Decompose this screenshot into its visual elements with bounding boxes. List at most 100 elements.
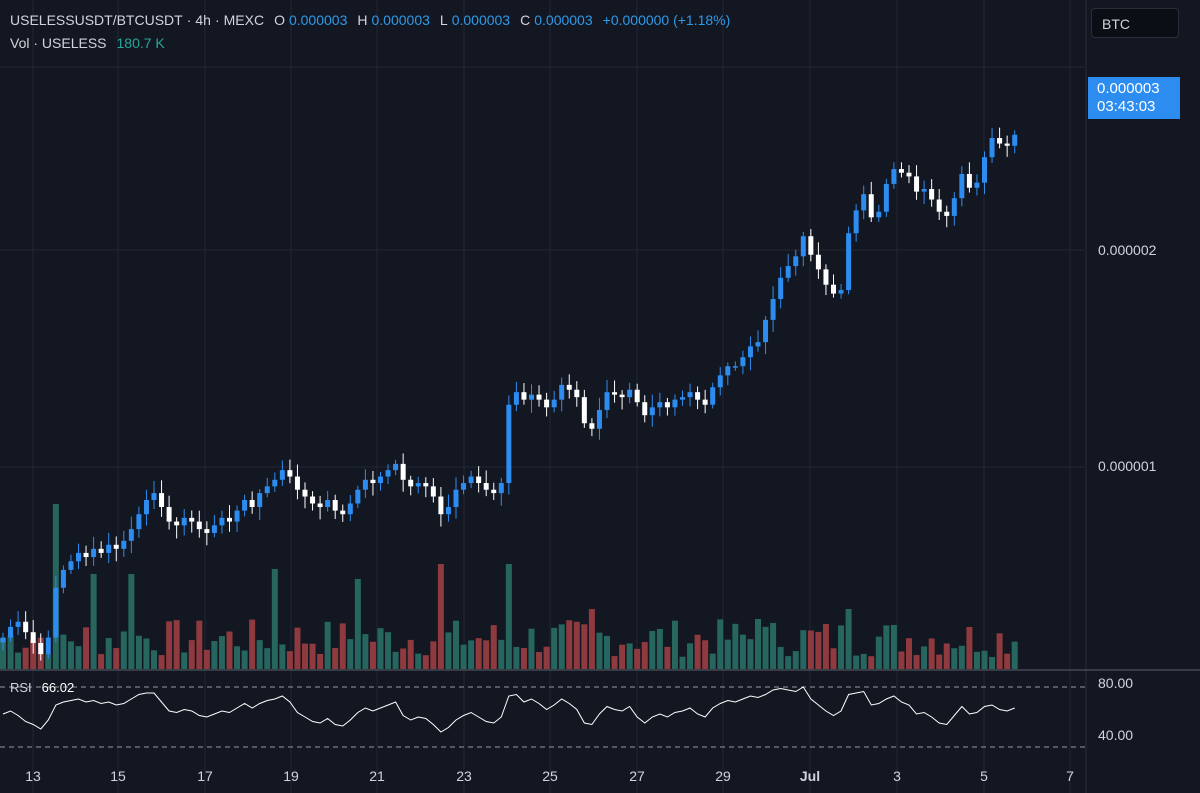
candle-body [476, 476, 482, 484]
candle-body [982, 157, 987, 183]
volume-bar [845, 609, 852, 669]
volume-bar [928, 638, 935, 669]
volume-bar [875, 636, 882, 669]
bar-countdown: 03:43:03 [1097, 98, 1156, 115]
candle-body [966, 173, 972, 188]
candle-body [612, 392, 618, 395]
volume-bar [860, 653, 867, 669]
candle-body [53, 587, 59, 638]
volume-bar [143, 638, 150, 669]
candle-body [249, 499, 255, 508]
candle-body [15, 621, 21, 627]
candle-body [755, 342, 761, 347]
volume-bar [664, 646, 671, 669]
candle-body [408, 479, 414, 487]
time-tick-label: 19 [283, 768, 299, 784]
candle-body [287, 470, 293, 477]
candle-body [438, 496, 444, 515]
candle-body [921, 189, 927, 192]
symbol-name[interactable]: USELESSUSDT/BTCUSDT [10, 12, 183, 28]
volume-bar [385, 632, 392, 669]
currency-button[interactable]: BTC [1091, 8, 1179, 38]
candle-body [242, 499, 248, 511]
volume-bar [249, 619, 256, 669]
candle-body [8, 626, 14, 638]
volume-bar [0, 638, 6, 669]
candle-body [151, 493, 157, 500]
volume-bars [0, 504, 1018, 669]
volume-bar [392, 651, 399, 669]
volume-bar [777, 646, 784, 669]
price-tick-label: 0.000002 [1098, 242, 1157, 258]
low-value: 0.000003 [451, 12, 511, 28]
price-tick-label: 0.000001 [1098, 458, 1157, 474]
volume-bar [966, 626, 973, 669]
candle-body [589, 423, 595, 429]
candle-body [680, 397, 685, 400]
candle-body [929, 189, 935, 200]
candle-body [619, 394, 625, 398]
candle-body [355, 489, 361, 504]
candle-body [604, 392, 610, 410]
candle-body [702, 399, 708, 405]
volume-bar [75, 646, 82, 669]
candle-body [778, 277, 784, 300]
candle-body [710, 387, 716, 405]
volume-bar [822, 623, 829, 669]
rsi-name[interactable]: RSI [10, 680, 32, 695]
candle-body [340, 510, 346, 515]
candle-body [846, 233, 852, 291]
candle-body [91, 548, 97, 558]
volume-bar [709, 653, 716, 669]
candle-body [38, 642, 44, 655]
candle-body [196, 521, 202, 530]
volume-bar [724, 639, 731, 669]
candle-body [695, 392, 701, 400]
candle-body [491, 489, 497, 494]
time-tick-label: 7 [1066, 768, 1074, 784]
volume-bar [611, 656, 618, 669]
volume-bar [317, 653, 324, 669]
volume-bar [211, 641, 218, 669]
volume-bar [264, 648, 271, 669]
interval-label[interactable]: 4h [195, 12, 211, 28]
volume-bar [135, 635, 142, 669]
volume-bar [241, 650, 248, 669]
candle-body [332, 499, 338, 511]
volume-bar [973, 651, 980, 669]
candle-body [544, 399, 550, 408]
volume-bar [581, 624, 588, 669]
candle-body [891, 169, 897, 184]
volume-bar [936, 654, 943, 669]
volume-bar [453, 620, 459, 669]
volume-bar [566, 620, 573, 669]
volume-bar [30, 640, 37, 669]
candle-body [483, 483, 489, 490]
candle-body [453, 489, 459, 508]
volume-bar [105, 638, 112, 669]
candle-body [551, 399, 557, 408]
volume-bar [551, 627, 558, 669]
volume-bar [679, 656, 686, 669]
volume-label[interactable]: Vol · USELESS [10, 35, 107, 51]
volume-bar [460, 644, 467, 669]
time-tick-label: 3 [893, 768, 901, 784]
close-value: 0.000003 [534, 12, 593, 28]
volume-bar [755, 619, 761, 669]
volume-bar [543, 646, 550, 669]
rsi-axis[interactable]: 80.00 40.00 [1098, 675, 1133, 743]
candle-body [23, 621, 29, 633]
volume-bar [830, 648, 837, 669]
price-axis[interactable]: 0.000002 0.000001 [1098, 242, 1157, 474]
volume-bar [513, 646, 520, 669]
volume-bar [868, 656, 875, 669]
candle-body [279, 470, 285, 480]
low-label: L [439, 12, 448, 28]
volume-bar [573, 621, 580, 669]
volume-bar [422, 655, 429, 669]
volume-bar [951, 648, 958, 669]
time-axis[interactable]: 13 15 17 19 21 23 25 27 29 Jul 3 5 7 [25, 768, 1074, 784]
candle-body [732, 366, 738, 368]
volume-bar [717, 619, 724, 669]
